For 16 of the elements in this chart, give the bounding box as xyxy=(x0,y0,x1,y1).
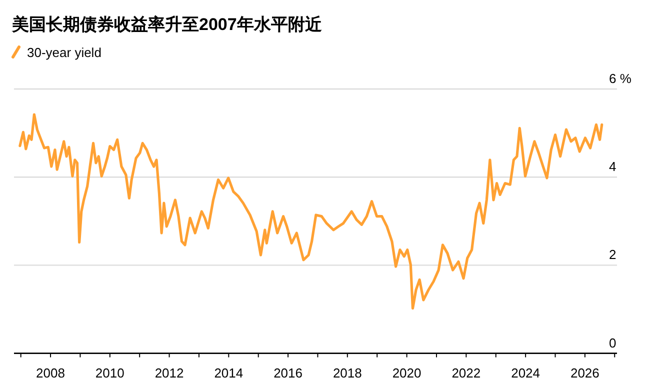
y-tick-label: 0 xyxy=(609,335,616,350)
legend-label: 30-year yield xyxy=(27,45,102,60)
x-tick-label: 2022 xyxy=(452,365,481,380)
x-tick-label: 2020 xyxy=(392,365,422,380)
x-tick-label: 2018 xyxy=(332,365,362,380)
x-tick-label: 2008 xyxy=(36,365,65,380)
y-tick-label: 2 xyxy=(609,247,616,262)
x-tick-label: 2010 xyxy=(95,365,124,380)
x-tick-label: 2012 xyxy=(154,365,184,380)
y-tick-label: 6 % xyxy=(609,71,632,86)
chart-title: 美国长期债券收益率升至2007年水平附近 xyxy=(11,15,323,34)
y-tick-label: 4 xyxy=(609,159,616,174)
x-tick-label: 2014 xyxy=(214,365,244,380)
x-tick-label: 2024 xyxy=(511,365,540,380)
x-tick-label: 2026 xyxy=(570,365,600,380)
x-tick-label: 2016 xyxy=(274,365,302,380)
